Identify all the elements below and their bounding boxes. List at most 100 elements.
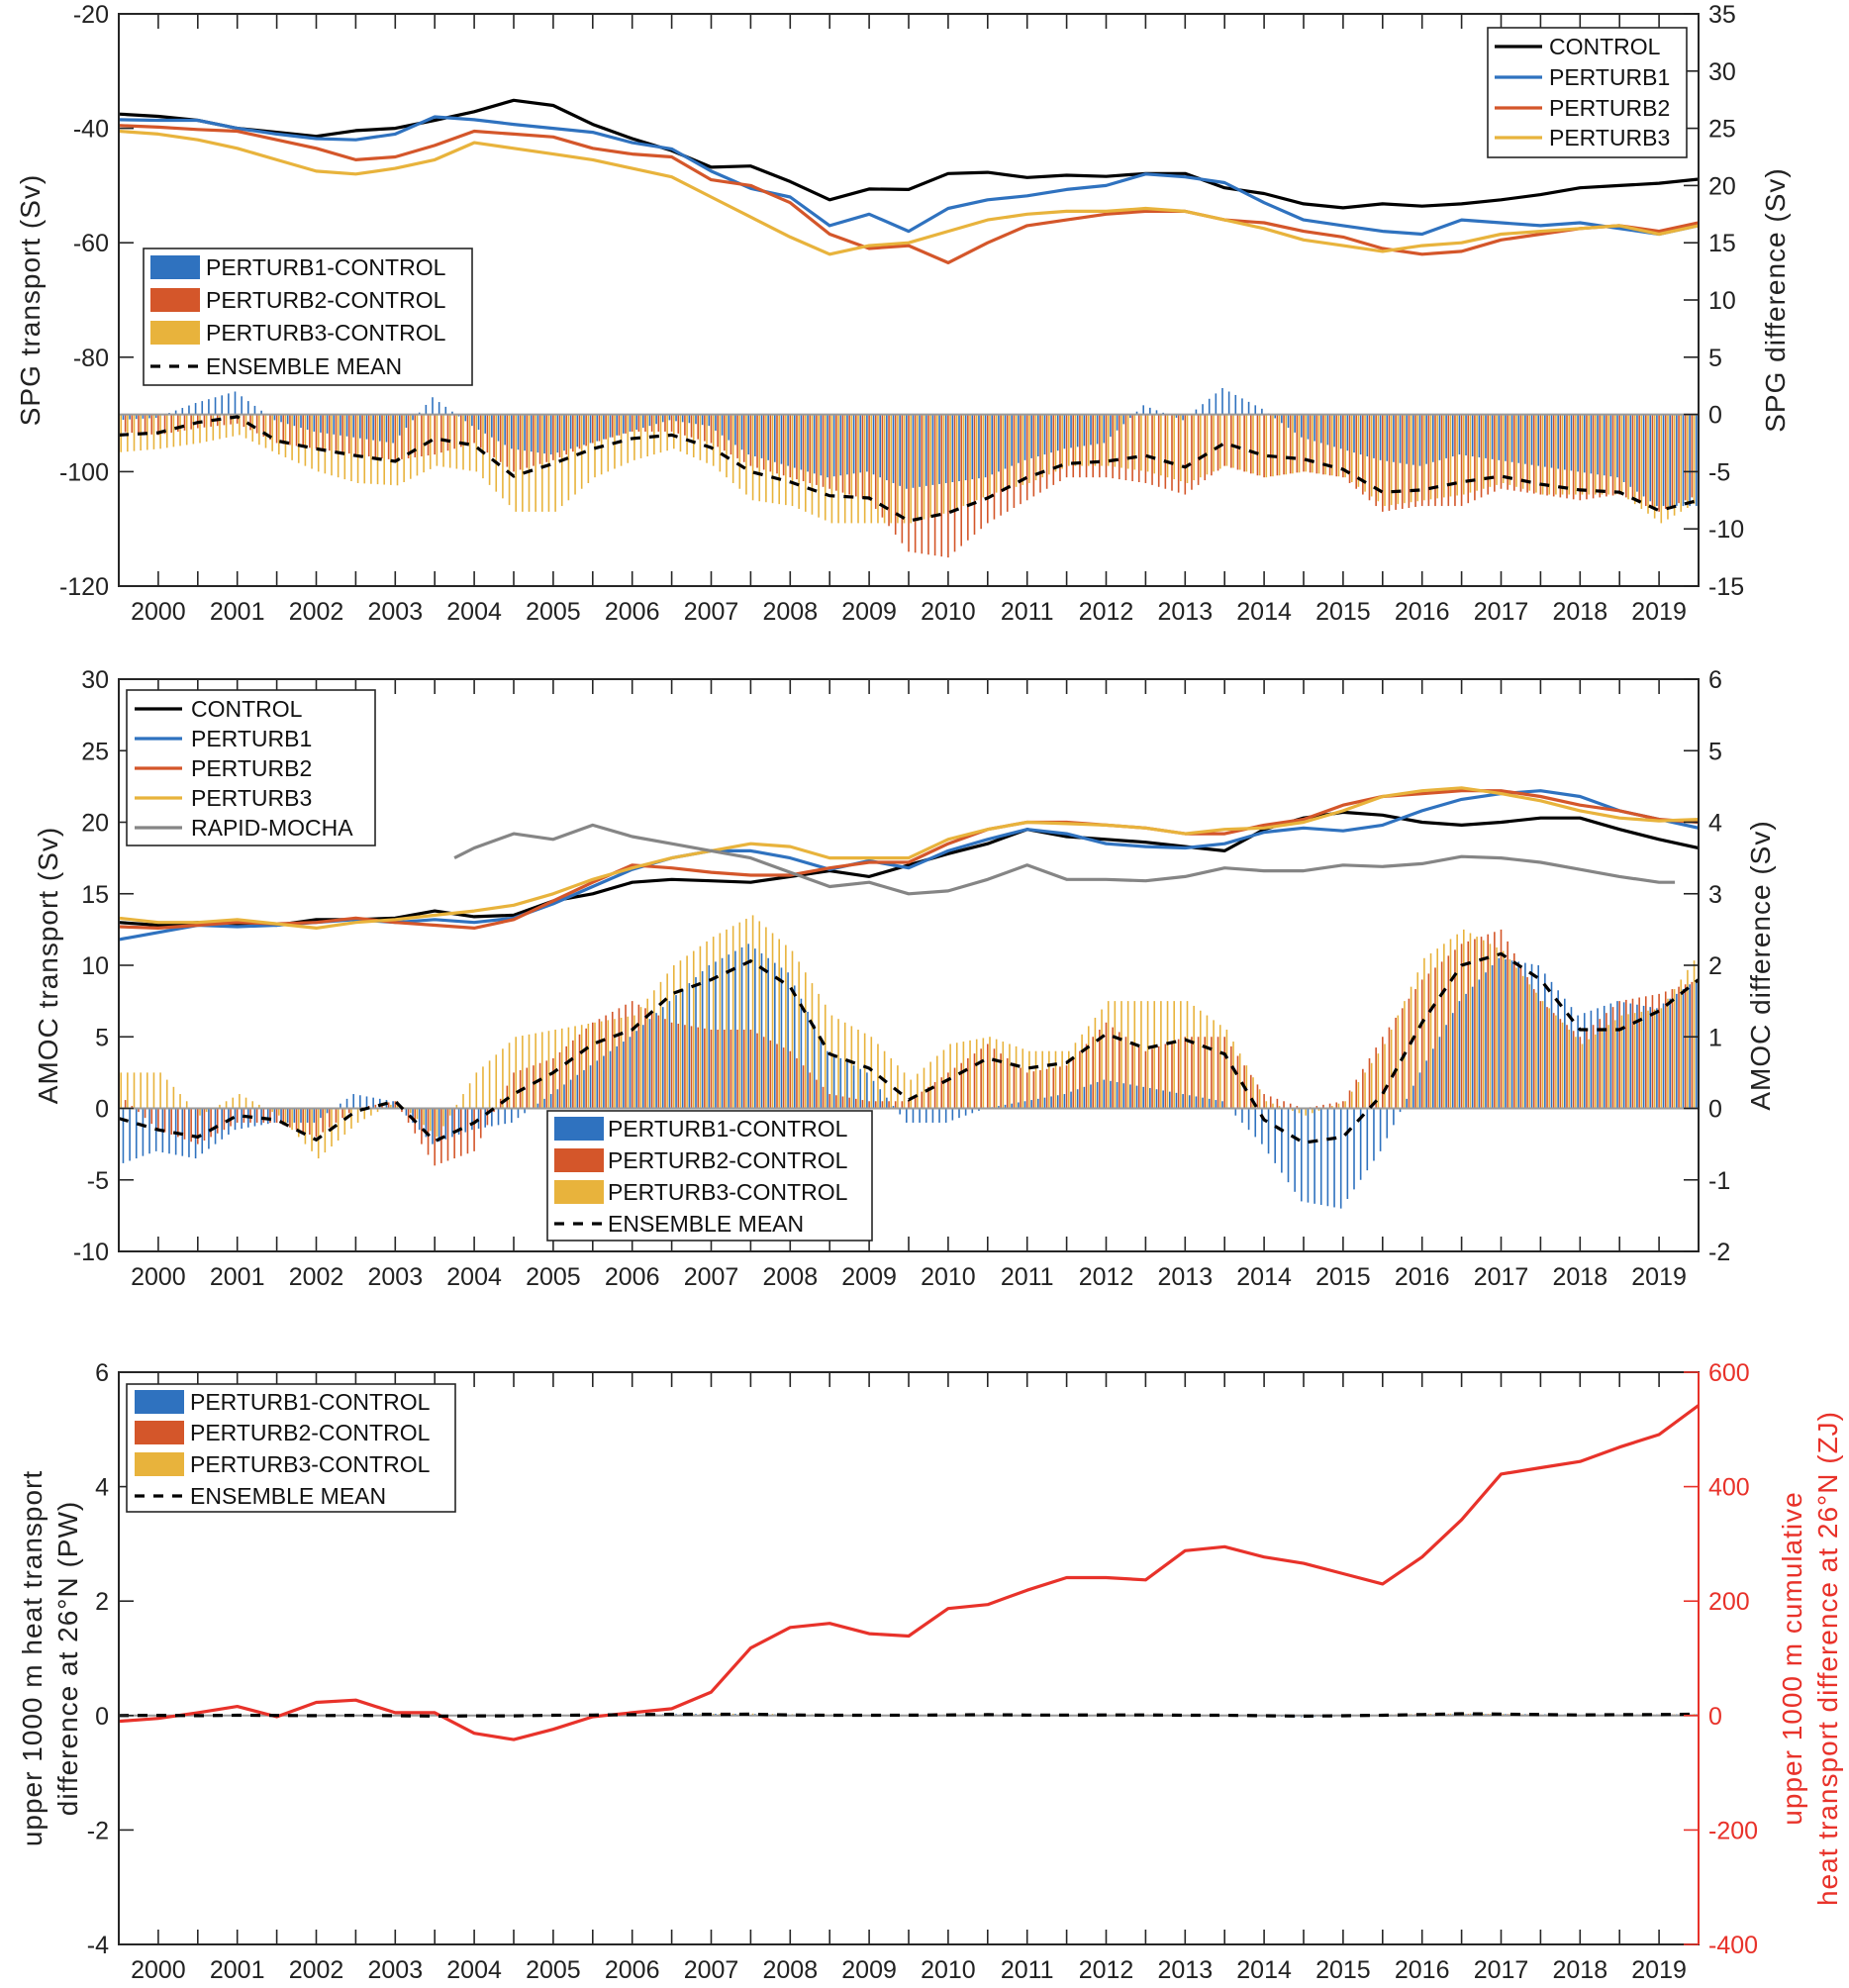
bar-perturb3-control bbox=[1022, 414, 1024, 485]
y-tick-label-left: 25 bbox=[81, 738, 109, 765]
bar-perturb1-control bbox=[1090, 1084, 1092, 1109]
bar-perturb1-control bbox=[398, 414, 401, 436]
bar-perturb3-control bbox=[152, 414, 155, 449]
bar-perturb3-control bbox=[1265, 1101, 1268, 1109]
bar-perturb1-control bbox=[944, 1108, 947, 1123]
bar-perturb2-control bbox=[637, 1004, 640, 1109]
bar-perturb1-control bbox=[1294, 414, 1296, 433]
bar-perturb1-control bbox=[1393, 414, 1395, 462]
bar-perturb1-control bbox=[1517, 961, 1520, 1109]
bar-perturb1-control bbox=[194, 403, 197, 415]
bar-perturb2-control bbox=[605, 414, 607, 440]
bar-perturb1-control bbox=[142, 414, 145, 419]
bar-perturb3-control bbox=[942, 1049, 945, 1109]
bar-perturb3-control bbox=[495, 1054, 498, 1109]
bar-perturb3-control bbox=[1344, 414, 1346, 478]
bar-perturb1-control bbox=[549, 1094, 552, 1109]
bar-perturb1-control bbox=[1281, 1108, 1283, 1173]
x-tick-label: 2001 bbox=[210, 1263, 265, 1291]
bar-perturb3-control bbox=[1436, 948, 1438, 1109]
bar-perturb2-control bbox=[381, 414, 383, 458]
bar-perturb1-control bbox=[1524, 414, 1526, 464]
bar-perturb3-control bbox=[376, 1108, 379, 1113]
bar-perturb1-control bbox=[688, 983, 691, 1109]
bar-perturb2-control bbox=[605, 1015, 607, 1109]
bar-perturb1-control bbox=[1162, 1090, 1164, 1109]
bar-perturb3-control bbox=[1107, 414, 1110, 466]
bar-perturb3-control bbox=[251, 414, 253, 442]
bar-perturb1-control bbox=[1023, 414, 1026, 460]
bar-perturb2-control bbox=[710, 1030, 713, 1109]
bar-perturb3-control bbox=[910, 414, 912, 524]
bar-perturb3-control bbox=[1357, 1082, 1360, 1109]
bar-perturb1-control bbox=[1326, 1108, 1329, 1207]
line-perturb3 bbox=[119, 786, 1699, 931]
bar-perturb1-control bbox=[1083, 414, 1086, 447]
bar-perturb2-control bbox=[1025, 414, 1028, 501]
bar-perturb2-control bbox=[177, 1108, 179, 1138]
bar-perturb3-control bbox=[594, 1022, 596, 1109]
bar-perturb1-control bbox=[313, 414, 316, 432]
bar-perturb2-control bbox=[486, 414, 489, 453]
legend-label: PERTURB2-CONTROL bbox=[190, 1420, 431, 1445]
bar-perturb1-control bbox=[273, 1108, 276, 1123]
bar-perturb1-control bbox=[293, 414, 296, 427]
bar-perturb3-control bbox=[1548, 414, 1551, 495]
bar-perturb1-control bbox=[511, 1108, 513, 1123]
bar-perturb2-control bbox=[414, 414, 417, 457]
bar-perturb3-control bbox=[942, 414, 945, 514]
bar-perturb1-control bbox=[793, 985, 796, 1109]
bar-perturb2-control bbox=[295, 1108, 298, 1131]
bar-perturb2-control bbox=[565, 1045, 567, 1109]
bar-perturb3-control bbox=[1305, 1108, 1307, 1116]
bar-perturb2-control bbox=[302, 414, 304, 447]
y-tick-label-left: 20 bbox=[81, 810, 109, 838]
bar-perturb2-control bbox=[236, 414, 239, 424]
bar-perturb2-control bbox=[1085, 1044, 1088, 1109]
bar-perturb3-control bbox=[502, 1048, 504, 1109]
bar-perturb3-control bbox=[232, 1097, 235, 1109]
line-perturb2 bbox=[119, 124, 1699, 264]
bar-perturb3-control bbox=[1312, 414, 1314, 473]
x-tick-label: 2002 bbox=[289, 1263, 344, 1291]
bar-perturb1-control bbox=[1649, 414, 1652, 502]
bar-perturb2-control bbox=[724, 1030, 726, 1109]
bar-perturb3-control bbox=[1061, 1050, 1063, 1109]
bar-perturb2-control bbox=[374, 1104, 377, 1109]
bar-perturb3-control bbox=[416, 414, 419, 476]
bar-perturb2-control bbox=[183, 414, 186, 431]
bar-perturb2-control bbox=[657, 414, 660, 432]
bar-perturb3-control bbox=[475, 414, 478, 472]
line-rapid-mocha bbox=[453, 823, 1676, 896]
bar-perturb1-control bbox=[497, 414, 500, 442]
bar-perturb3-control bbox=[1595, 414, 1597, 495]
bar-perturb1-control bbox=[1425, 1060, 1427, 1109]
bar-perturb2-control bbox=[816, 1079, 818, 1109]
bar-perturb2-control bbox=[1348, 1090, 1351, 1109]
bar-perturb1-control bbox=[1247, 401, 1250, 415]
bar-perturb2-control bbox=[1500, 929, 1503, 1109]
bar-perturb3-control bbox=[1245, 1065, 1248, 1109]
bar-perturb2-control bbox=[203, 1108, 206, 1142]
bar-perturb2-control bbox=[1566, 1025, 1568, 1109]
bar-perturb1-control bbox=[1182, 1094, 1184, 1109]
bar-perturb2-control bbox=[940, 1077, 943, 1109]
bar-perturb3-control bbox=[969, 414, 971, 504]
bar-perturb2-control bbox=[519, 414, 522, 470]
bar-perturb2-control bbox=[749, 414, 752, 466]
bar-perturb1-control bbox=[432, 1108, 434, 1144]
bar-perturb3-control bbox=[917, 1073, 919, 1109]
bar-perturb2-control bbox=[1375, 414, 1377, 507]
bar-perturb2-control bbox=[1328, 414, 1331, 476]
bar-perturb3-control bbox=[1463, 414, 1465, 495]
bar-perturb3-control bbox=[271, 414, 273, 451]
bar-perturb2-control bbox=[1059, 414, 1061, 482]
bar-perturb1-control bbox=[1609, 1003, 1612, 1109]
bar-perturb2-control bbox=[816, 414, 818, 485]
bar-perturb1-control bbox=[1544, 414, 1546, 467]
bar-perturb1-control bbox=[1669, 998, 1671, 1109]
bar-perturb2-control bbox=[329, 414, 331, 451]
bar-perturb3-control bbox=[370, 414, 372, 484]
bar-perturb2-control bbox=[782, 1047, 785, 1109]
bar-perturb2-control bbox=[394, 1101, 397, 1109]
